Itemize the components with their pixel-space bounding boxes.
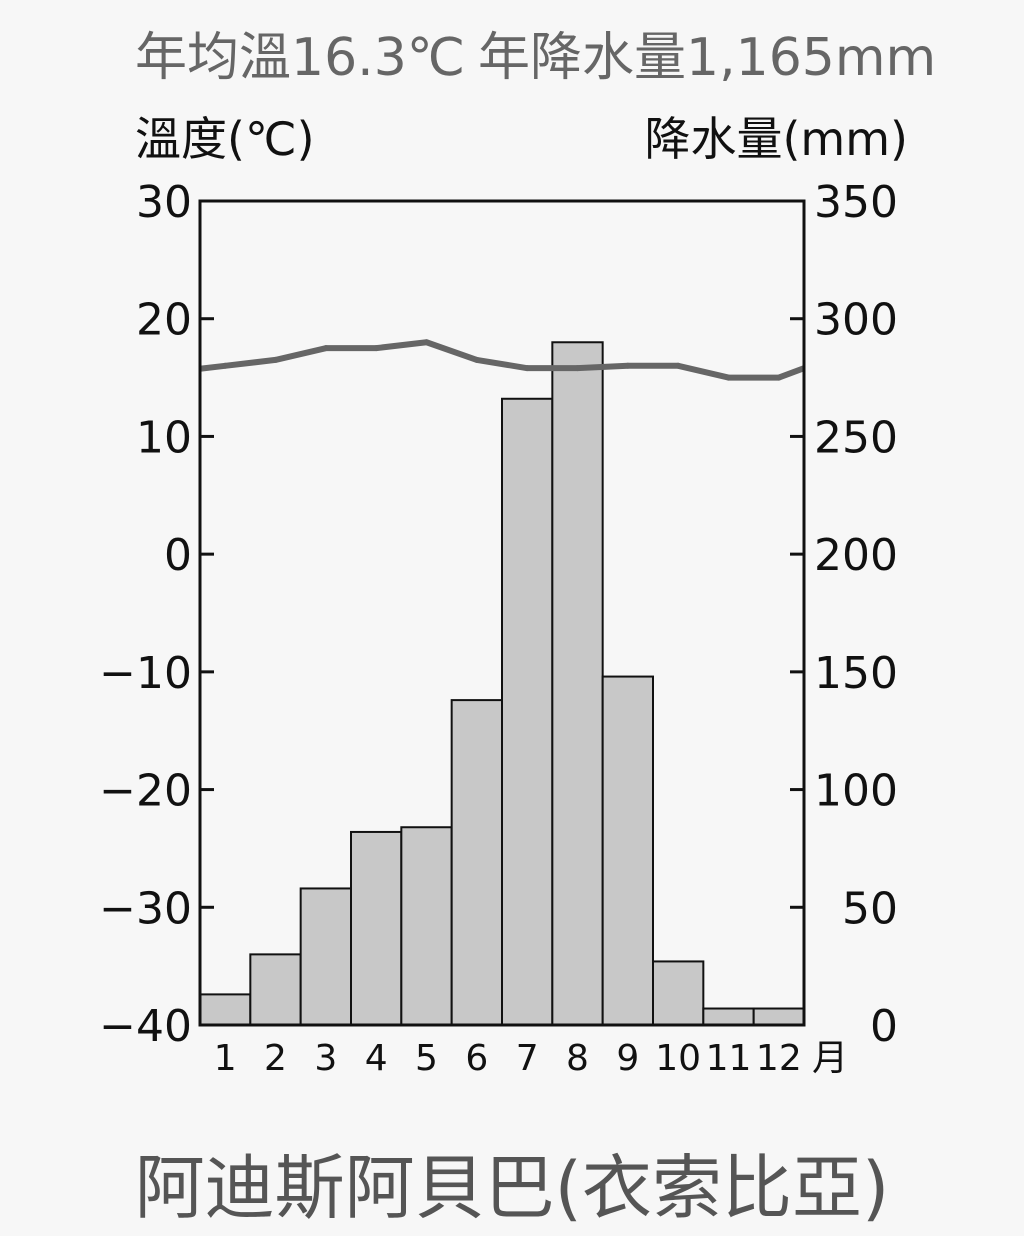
right-tick-label: 300 <box>814 295 898 346</box>
month-label-7: 7 <box>516 1038 539 1079</box>
precip-bar-2 <box>249 953 302 1026</box>
temperature-point-11 <box>725 374 732 381</box>
x-axis-unit-label: 月 <box>812 1038 848 1079</box>
precip-bar-12 <box>752 1007 806 1027</box>
temperature-point-3 <box>322 345 329 352</box>
temperature-point-5 <box>423 339 430 346</box>
temperature-point-6 <box>473 356 480 363</box>
month-label-9: 9 <box>616 1038 639 1079</box>
left-tick-label: −40 <box>99 1001 192 1052</box>
right-tick-label: 50 <box>842 883 898 934</box>
annual-temperature-summary: 年均溫16.3℃ <box>135 28 465 88</box>
precip-bar-4 <box>350 830 403 1026</box>
left-axis-title: 溫度(℃) <box>135 112 315 166</box>
left-axis-ticks: 30 20 10 0 −10 −20 −30 −40 <box>99 177 214 1052</box>
precip-bar-10 <box>652 960 705 1026</box>
chart-title: 阿迪斯阿貝巴(衣索比亞) <box>135 1147 890 1229</box>
month-label-1: 1 <box>214 1038 237 1079</box>
month-label-12: 12 <box>756 1038 802 1079</box>
right-tick-label: 0 <box>870 1001 898 1052</box>
month-label-3: 3 <box>314 1038 337 1079</box>
right-tick-label: 250 <box>814 412 898 463</box>
precip-bar-5 <box>400 826 453 1026</box>
precipitation-bars <box>199 341 806 1027</box>
right-tick-label: 150 <box>814 648 898 699</box>
right-tick-label: 350 <box>814 177 898 228</box>
precip-bar-11 <box>702 1007 755 1027</box>
month-label-10: 10 <box>655 1038 701 1079</box>
precip-bar-9 <box>601 675 655 1027</box>
right-tick-label: 200 <box>814 530 898 581</box>
month-label-6: 6 <box>465 1038 488 1079</box>
temperature-point-12 <box>775 374 782 381</box>
right-tick-label: 100 <box>814 766 898 817</box>
temperature-point-7 <box>524 365 531 372</box>
month-label-5: 5 <box>415 1038 438 1079</box>
month-label-4: 4 <box>365 1038 388 1079</box>
temperature-line <box>199 339 806 381</box>
left-tick-label: −10 <box>99 648 192 699</box>
month-labels: 1 2 3 4 5 6 7 8 9 10 11 12 <box>214 1038 802 1079</box>
plot-frame <box>198 199 806 1027</box>
precip-bar-1 <box>199 993 252 1027</box>
temperature-point-9 <box>624 362 631 369</box>
right-axis-ticks: 350 300 250 200 150 100 50 0 <box>790 177 898 1052</box>
left-tick-label: 20 <box>136 295 192 346</box>
month-label-2: 2 <box>264 1038 287 1079</box>
temperature-point-10 <box>675 362 682 369</box>
temperature-point-2 <box>272 356 279 363</box>
precip-bar-3 <box>299 887 352 1026</box>
right-axis-title: 降水量(mm) <box>644 112 908 166</box>
precip-bar-8 <box>551 341 604 1026</box>
temperature-point-1 <box>222 362 229 369</box>
precip-bar-7 <box>501 397 554 1026</box>
precip-bar-6 <box>450 699 503 1026</box>
left-tick-label: 0 <box>164 530 192 581</box>
annual-precipitation-summary: 年降水量1,165mm <box>478 28 936 88</box>
left-tick-label: −30 <box>99 883 192 934</box>
temperature-point-4 <box>373 345 380 352</box>
month-label-11: 11 <box>706 1038 752 1079</box>
left-tick-label: −20 <box>99 766 192 817</box>
temperature-point-8 <box>574 365 581 372</box>
left-tick-label: 30 <box>136 177 192 228</box>
temperature-line-layer <box>199 339 806 381</box>
month-label-8: 8 <box>566 1038 589 1079</box>
left-tick-label: 10 <box>136 412 192 463</box>
